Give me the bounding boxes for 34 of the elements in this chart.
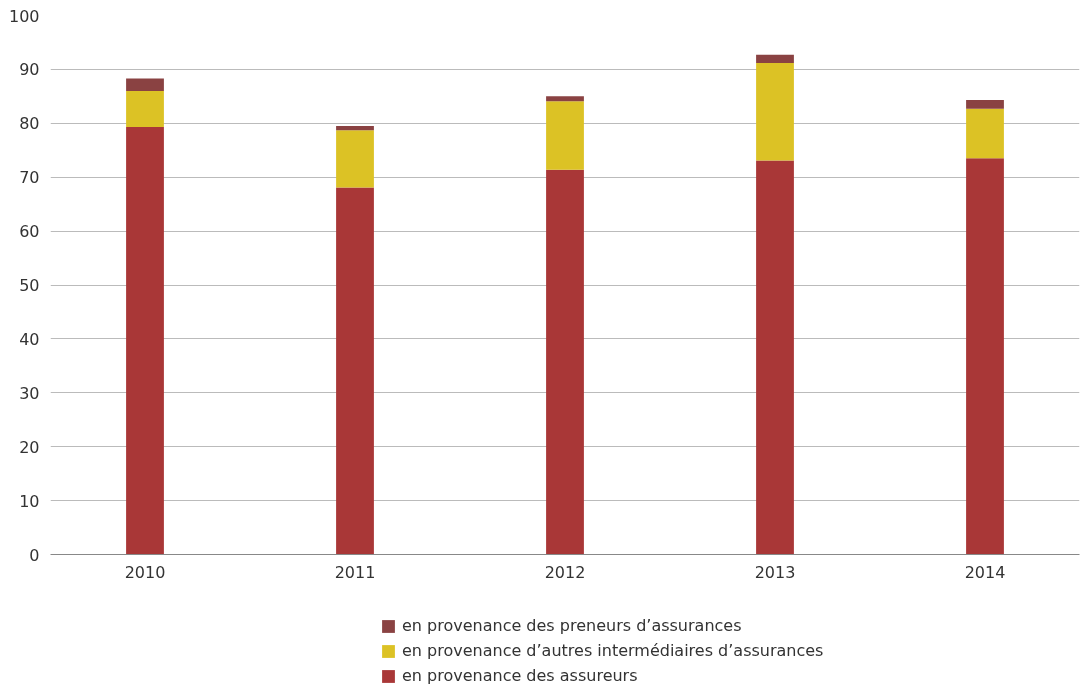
- bar: [336, 187, 374, 555]
- bar: [546, 101, 584, 170]
- bar: [756, 62, 794, 161]
- x-tick-label: 2011: [334, 562, 376, 582]
- x-tick-label: 2013: [754, 562, 796, 582]
- y-tick-label: 0: [29, 545, 40, 565]
- y-tick-label: 10: [19, 491, 40, 511]
- y-tick-label: 100: [8, 6, 40, 26]
- y-tick-label: 20: [19, 437, 40, 457]
- y-tick-label: 50: [19, 276, 40, 295]
- y-tick-label: 70: [19, 168, 40, 188]
- legend-label: en provenance des preneurs d’assurances: [402, 616, 742, 635]
- bar: [966, 158, 1004, 555]
- bar: [756, 54, 794, 63]
- legend-label: en provenance d’autres intermédiaires d’assurances: [402, 641, 824, 660]
- bar: [756, 160, 794, 555]
- bar: [126, 78, 164, 91]
- y-tick-label: 80: [19, 114, 40, 134]
- bar: [126, 90, 164, 128]
- bar: [546, 169, 584, 555]
- x-tick-label: 2010: [124, 562, 166, 582]
- y-tick-label: 30: [19, 383, 40, 403]
- legend-label: en provenance des assureurs: [402, 666, 638, 685]
- bar: [966, 108, 1004, 159]
- bar: [336, 126, 374, 131]
- bar: [126, 127, 164, 555]
- y-tick-label: 60: [19, 222, 40, 242]
- y-tick-label: 90: [19, 60, 40, 80]
- bar: [966, 100, 1004, 109]
- x-tick-label: 2014: [964, 562, 1006, 582]
- bar: [546, 96, 584, 102]
- y-tick-label: 40: [19, 329, 40, 349]
- bar: [336, 130, 374, 188]
- x-tick-label: 2012: [544, 562, 586, 582]
